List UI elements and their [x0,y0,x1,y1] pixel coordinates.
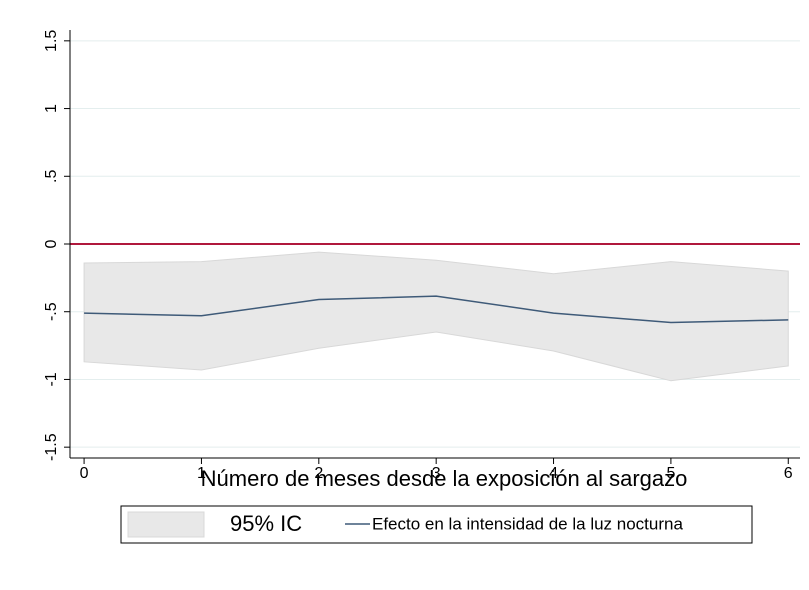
y-tick-label: 0 [43,239,60,248]
x-tick-label: 1 [197,465,206,482]
x-tick-label: 5 [666,465,675,482]
legend-swatch-band [127,511,205,538]
legend-label: 95% IC [230,511,302,536]
x-tick-label: 4 [549,465,558,482]
y-tick-label: -1.5 [43,433,60,461]
legend-box [120,505,753,544]
y-tick-label: -1 [43,372,60,386]
x-tick-label: 0 [80,465,89,482]
legend-label: Efecto en la intensidad de la luz noctur… [372,514,683,533]
y-tick-label: .5 [43,170,60,183]
y-tick-label: -.5 [43,302,60,321]
x-tick-label: 3 [432,465,441,482]
y-tick-label: 1.5 [43,30,60,52]
series-line [84,295,789,324]
y-tick-label: 1 [43,104,60,113]
x-tick-label: 6 [784,465,793,482]
x-tick-label: 2 [314,465,323,482]
ci-band [83,251,789,382]
x-axis-label: Número de meses desde la exposición al s… [201,466,688,491]
